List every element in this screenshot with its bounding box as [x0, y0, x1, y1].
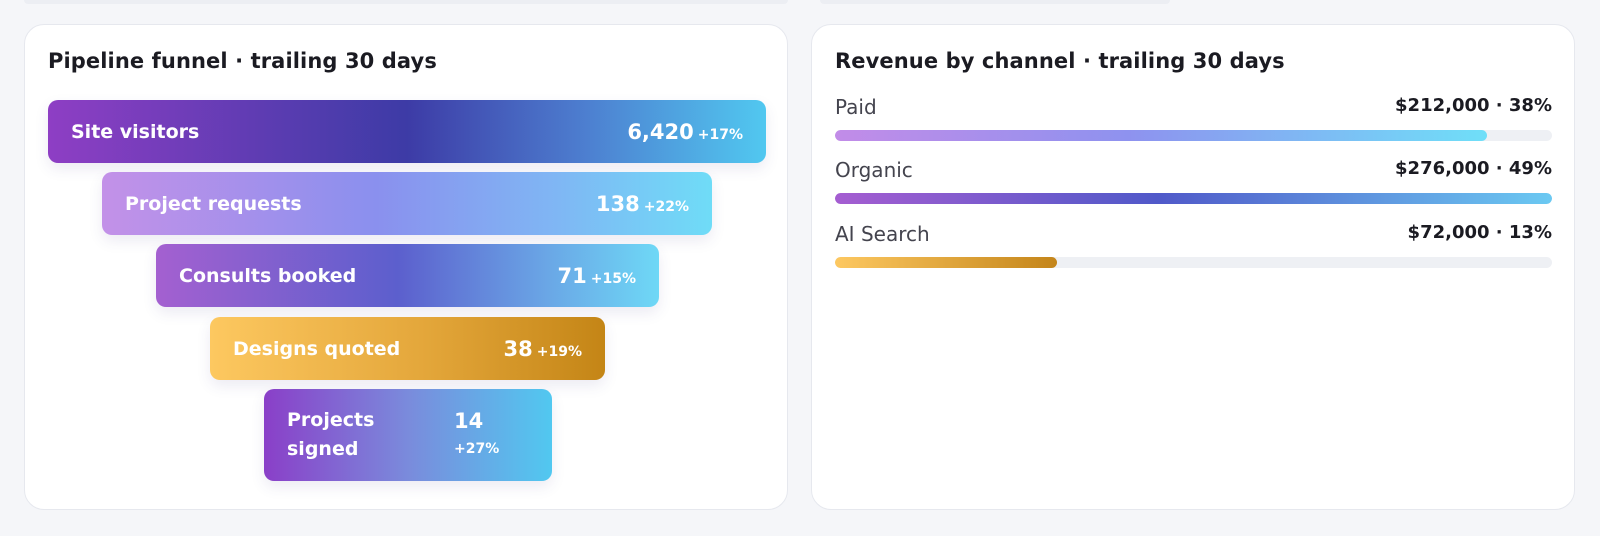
stage-label: Designs quoted [233, 337, 401, 360]
funnel-stage-designs-quoted[interactable]: Designs quoted 38 +19% [210, 317, 605, 380]
funnel-stage-project-requests[interactable]: Project requests 138 +22% [102, 172, 712, 235]
channel-row-paid: Paid $212,000 · 38% [835, 95, 1552, 145]
stage-count: 138 [595, 191, 640, 216]
channel-name: AI Search [835, 222, 930, 246]
channel-bar-track [835, 193, 1552, 204]
stage-count: 14 [454, 409, 484, 433]
channel-row-organic: Organic $276,000 · 49% [835, 158, 1552, 208]
stage-metrics: 6,420 +17% [627, 120, 743, 144]
stage-change-badge: +27% [454, 441, 500, 457]
stage-change-badge: +17% [697, 126, 743, 143]
stage-metrics: 14 +27% [454, 407, 534, 463]
channel-bar-fill [835, 257, 1058, 268]
channel-bar-track [835, 257, 1552, 268]
stage-change-badge: +22% [643, 198, 689, 215]
channel-name: Organic [835, 158, 913, 182]
revenue-by-channel-card: Revenue by channel · trailing 30 days Pa… [811, 24, 1575, 510]
card-title: Pipeline funnel · trailing 30 days [48, 49, 437, 73]
stage-change-badge: +15% [590, 270, 636, 287]
stage-metrics: 138 +22% [596, 192, 689, 216]
stage-count: 6,420 [627, 119, 694, 144]
stage-count: 71 [557, 263, 587, 288]
previous-section-edge [24, 0, 788, 4]
channel-name: Paid [835, 95, 877, 119]
channel-value: $72,000 · 13% [1407, 222, 1552, 243]
stage-label: Consults booked [179, 264, 357, 287]
card-title: Revenue by channel · trailing 30 days [835, 49, 1285, 73]
channel-bar-fill [835, 193, 1552, 204]
stage-label: Projects signed [287, 409, 375, 460]
channel-value: $276,000 · 49% [1395, 158, 1552, 179]
stage-count: 38 [503, 336, 533, 361]
funnel-stage-projects-signed[interactable]: Projects signed 14 +27% [264, 389, 552, 481]
channel-value: $212,000 · 38% [1395, 95, 1552, 116]
stage-metrics: 71 +15% [558, 264, 636, 288]
channel-bar-track [835, 130, 1552, 141]
stage-label: Project requests [125, 192, 302, 215]
funnel-stage-site-visitors[interactable]: Site visitors 6,420 +17% [48, 100, 766, 163]
previous-section-edge [820, 0, 1170, 4]
channel-bar-fill [835, 130, 1488, 141]
funnel-stage-consults-booked[interactable]: Consults booked 71 +15% [156, 244, 659, 307]
pipeline-funnel-card: Pipeline funnel · trailing 30 days Site … [24, 24, 788, 510]
channel-row-ai-search: AI Search $72,000 · 13% [835, 222, 1552, 272]
stage-metrics: 38 +19% [504, 337, 582, 361]
stage-change-badge: +19% [536, 343, 582, 360]
stage-label: Site visitors [71, 120, 200, 143]
